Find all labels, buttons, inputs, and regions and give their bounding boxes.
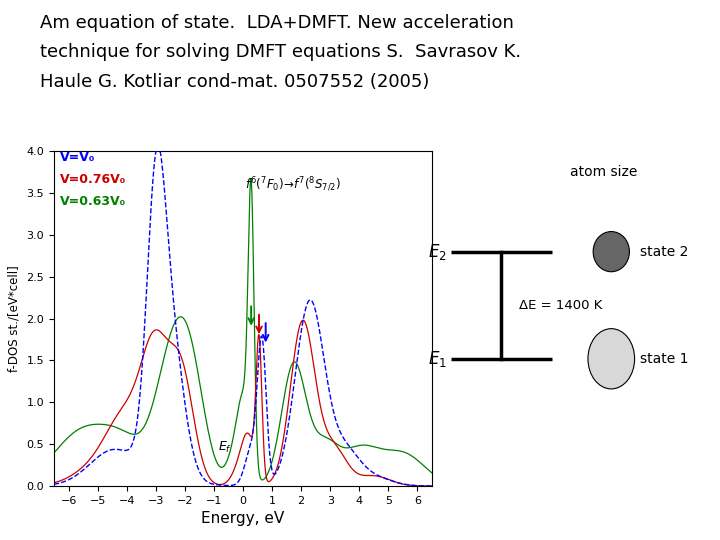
Text: state 2: state 2 (640, 245, 688, 259)
Text: V=0.76V₀: V=0.76V₀ (60, 173, 126, 186)
Text: $f^6(^7F_0) \!\rightarrow\! f^7(^8S_{7/2})$: $f^6(^7F_0) \!\rightarrow\! f^7(^8S_{7/2… (246, 176, 341, 194)
X-axis label: Energy, eV: Energy, eV (202, 511, 284, 526)
Text: state 1: state 1 (640, 352, 688, 366)
Text: V=0.63V₀: V=0.63V₀ (60, 195, 126, 208)
Ellipse shape (593, 232, 629, 272)
Y-axis label: f-DOS st./[eV*cell]: f-DOS st./[eV*cell] (8, 265, 21, 372)
Text: V=V₀: V=V₀ (60, 151, 95, 164)
Text: $E_f$: $E_f$ (218, 440, 233, 455)
Ellipse shape (588, 329, 634, 389)
Text: Am equation of state.  LDA+DMFT. New acceleration: Am equation of state. LDA+DMFT. New acce… (40, 14, 513, 31)
Text: Haule G. Kotliar cond-mat. 0507552 (2005): Haule G. Kotliar cond-mat. 0507552 (2005… (40, 73, 429, 91)
Text: $E_1$: $E_1$ (428, 349, 446, 369)
Text: $E_2$: $E_2$ (428, 241, 446, 262)
Text: ΔE = 1400 K: ΔE = 1400 K (519, 299, 603, 312)
Text: technique for solving DMFT equations S.  Savrasov K.: technique for solving DMFT equations S. … (40, 43, 521, 61)
Text: atom size: atom size (570, 165, 637, 179)
